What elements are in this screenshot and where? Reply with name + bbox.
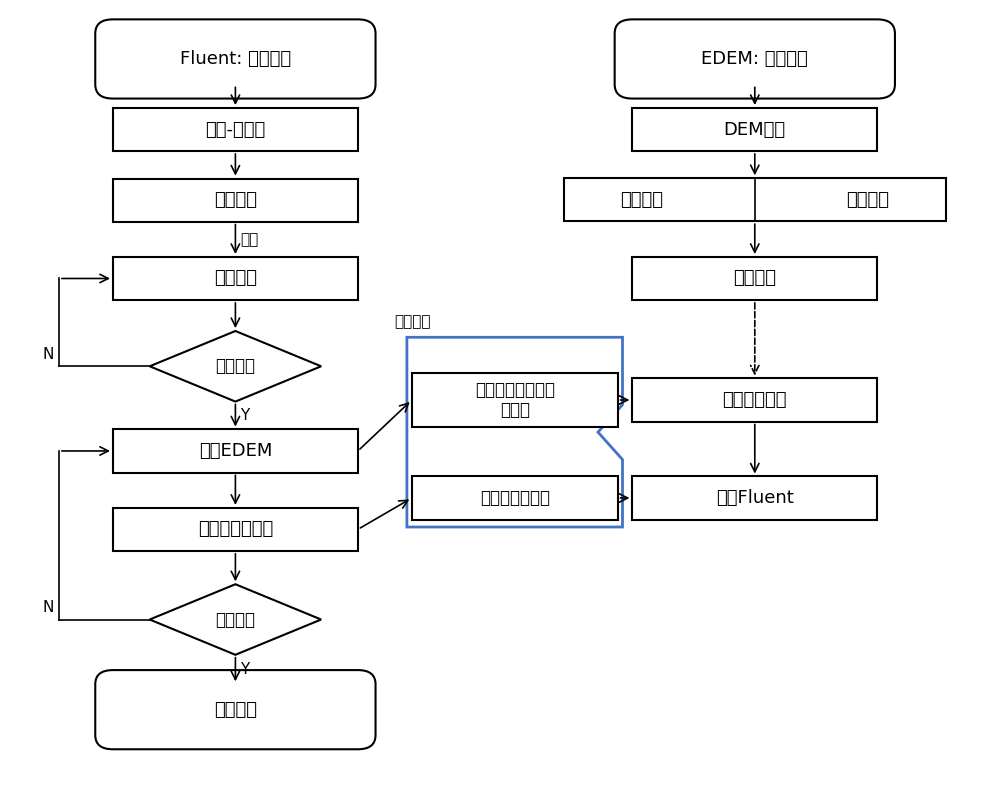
Text: 流体的动量源项: 流体的动量源项 — [480, 489, 550, 507]
Bar — [113, 257, 358, 300]
Bar — [113, 508, 358, 551]
Text: N: N — [43, 347, 54, 362]
Text: 接入EDEM: 接入EDEM — [199, 442, 272, 460]
Bar — [632, 257, 877, 300]
Text: 瞬态计算: 瞬态计算 — [214, 270, 257, 287]
Bar — [564, 178, 946, 222]
Text: 是否稳态: 是否稳态 — [215, 358, 255, 375]
Text: Y: Y — [240, 662, 250, 677]
Text: 食粒位置计算: 食粒位置计算 — [723, 391, 787, 409]
Polygon shape — [150, 331, 321, 402]
Text: 开始时间步计算: 开始时间步计算 — [198, 520, 273, 538]
Bar — [412, 477, 618, 519]
Text: 总时间步: 总时间步 — [215, 610, 255, 629]
Text: 稳态仿真: 稳态仿真 — [214, 191, 257, 209]
Bar — [632, 108, 877, 151]
Bar — [113, 108, 358, 151]
Text: 流体作用得到食粒
上的力: 流体作用得到食粒 上的力 — [475, 381, 555, 419]
Bar — [632, 477, 877, 519]
FancyBboxPatch shape — [615, 19, 895, 98]
Text: N: N — [43, 600, 54, 615]
Text: 接入Fluent: 接入Fluent — [716, 489, 794, 507]
Bar — [113, 178, 358, 222]
Text: 完成: 完成 — [240, 232, 259, 246]
Text: Y: Y — [240, 408, 250, 423]
FancyBboxPatch shape — [95, 670, 376, 750]
Bar — [412, 373, 618, 427]
Text: Fluent: 气泡流动: Fluent: 气泡流动 — [180, 50, 291, 68]
Polygon shape — [407, 338, 622, 527]
Text: 接触参数: 接触参数 — [846, 191, 889, 209]
Bar — [632, 378, 877, 422]
Text: 耦合接口: 耦合接口 — [394, 314, 431, 330]
Text: 欧拉-欧拉法: 欧拉-欧拉法 — [205, 121, 266, 138]
Text: 计算结束: 计算结束 — [214, 701, 257, 718]
Polygon shape — [150, 584, 321, 654]
Text: 食粒属性: 食粒属性 — [621, 191, 664, 209]
Text: EDEM: 食粒运动: EDEM: 食粒运动 — [701, 50, 808, 68]
Text: DEM方法: DEM方法 — [724, 121, 786, 138]
Text: 投放食粒: 投放食粒 — [733, 270, 776, 287]
FancyBboxPatch shape — [95, 19, 376, 98]
Bar — [113, 430, 358, 473]
